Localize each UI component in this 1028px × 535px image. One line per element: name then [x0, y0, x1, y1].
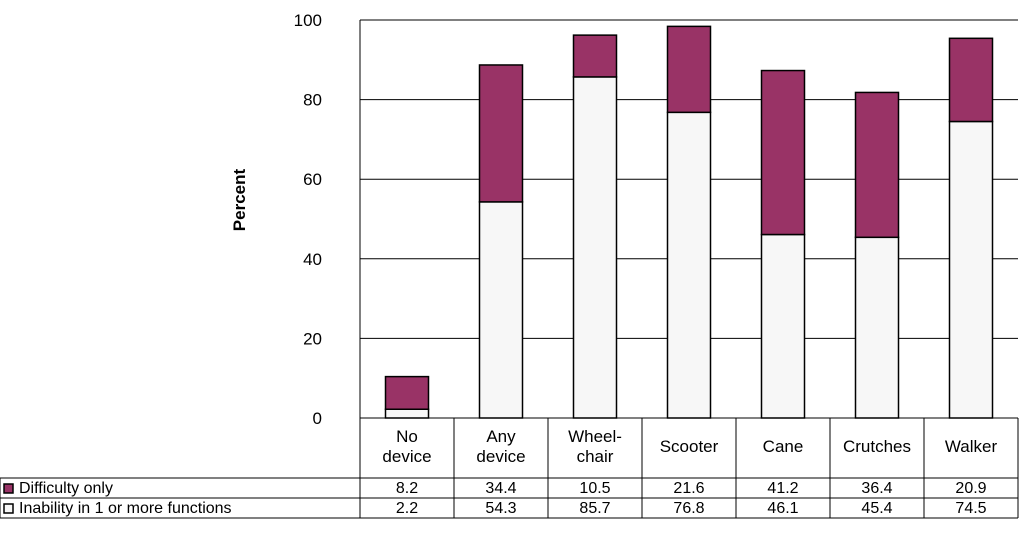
- legend-swatch: [3, 483, 14, 494]
- bar-inability-segment: [948, 120, 994, 419]
- bar-difficulty-segment: [384, 375, 430, 410]
- bar-inability-segment: [854, 236, 900, 419]
- table-value: 76.8: [673, 500, 704, 517]
- x-tick-label: Walker: [945, 437, 998, 456]
- y-axis-label: Percent: [230, 168, 249, 231]
- table-value: 54.3: [485, 500, 516, 517]
- table-value: 74.5: [955, 500, 986, 517]
- legend-label: Inability in 1 or more functions: [19, 500, 232, 517]
- bar-difficulty-segment: [572, 34, 618, 78]
- y-tick-label: 60: [303, 170, 322, 189]
- axes: 0 20 40 60 80 100: [294, 11, 361, 428]
- table-value: 8.2: [396, 480, 418, 497]
- bar-inability-segment: [384, 408, 430, 419]
- y-tick-label: 40: [303, 250, 322, 269]
- x-tick-label-line: device: [476, 447, 525, 466]
- bar-inability-segment: [666, 111, 712, 419]
- x-tick-label: Cane: [763, 437, 804, 456]
- table-value: 21.6: [673, 480, 704, 497]
- x-tick-label: No device: [382, 427, 431, 466]
- bar-difficulty-segment: [666, 25, 712, 114]
- table-value: 34.4: [485, 480, 516, 497]
- table-value: 85.7: [579, 500, 610, 517]
- x-tick-label-line: Wheel-: [568, 427, 622, 446]
- x-tick-label: Scooter: [660, 437, 719, 456]
- bar-inability-segment: [572, 76, 618, 419]
- legend-swatch: [3, 503, 14, 514]
- bar-inability-segment: [760, 233, 806, 419]
- bars: [384, 25, 994, 419]
- x-tick-label: Wheel-chair: [568, 427, 622, 466]
- x-tick-label: Any device: [476, 427, 525, 466]
- table-value: 41.2: [767, 480, 798, 497]
- table-value: 45.4: [861, 500, 892, 517]
- bar-inability-segment: [478, 201, 524, 419]
- bar-difficulty-segment: [854, 91, 900, 239]
- y-tick-label: 100: [294, 11, 322, 30]
- bar-difficulty-segment: [948, 37, 994, 123]
- y-tick-label: 0: [313, 409, 322, 428]
- y-tick-label: 80: [303, 91, 322, 110]
- bar-difficulty-segment: [478, 64, 524, 203]
- table-value: 46.1: [767, 500, 798, 517]
- table-value: 36.4: [861, 480, 892, 497]
- x-tick-label-line: No: [396, 427, 418, 446]
- x-tick-label-line: device: [382, 447, 431, 466]
- x-tick-label-line: Any: [486, 427, 516, 446]
- table-value: 20.9: [955, 480, 986, 497]
- table-value: 10.5: [579, 480, 610, 497]
- x-tick-label: Crutches: [843, 437, 911, 456]
- legend-label: Difficulty only: [19, 480, 113, 497]
- y-tick-label: 20: [303, 329, 322, 348]
- x-tick-label-line: chair: [577, 447, 614, 466]
- table-value: 2.2: [396, 500, 418, 517]
- bar-difficulty-segment: [760, 69, 806, 236]
